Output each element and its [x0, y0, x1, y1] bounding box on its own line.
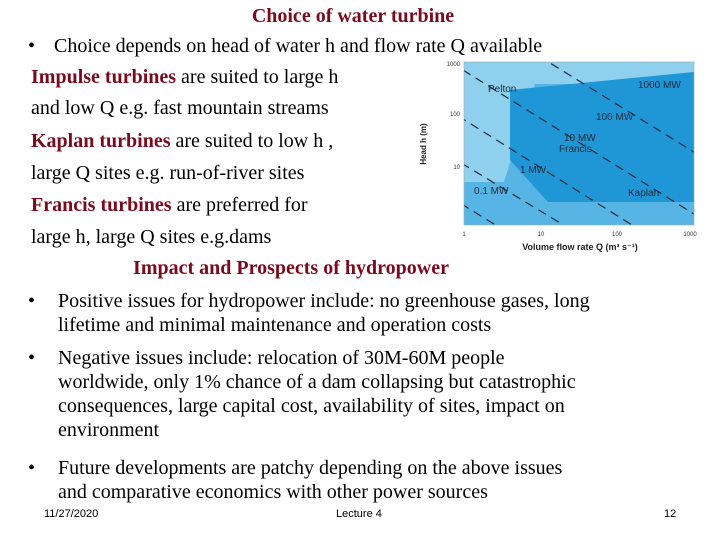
footer-lecture: Lecture 4	[336, 508, 382, 520]
power-line-01mw	[464, 204, 497, 225]
power-line-1mw	[464, 164, 565, 225]
plot-frame	[463, 61, 695, 226]
footer-date: 11/27/2020	[44, 508, 99, 520]
x-tick-10: 10	[538, 232, 545, 238]
bullet-negative-line-4: environment	[58, 419, 160, 441]
x-tick-1: 1	[462, 232, 466, 238]
x-axis-label: Volume flow rate Q (m³ s⁻¹)	[522, 242, 638, 252]
bullet-future-line-1: Future developments are patchy depending…	[58, 457, 563, 479]
footer-page-number: 12	[664, 508, 677, 520]
intro-bullet-text: Choice depends on head of water h and fl…	[54, 35, 543, 57]
y-tick-100: 100	[450, 112, 461, 118]
label-pelton: Pelton	[488, 84, 516, 95]
bullet-positive: • Positive issues for hydropower include…	[28, 289, 708, 336]
bullet-positive-line-2: lifetime and minimal maintenance and ope…	[58, 314, 492, 336]
francis-line-2: large h, large Q sites e.g.dams	[31, 226, 272, 248]
label-francis: Francis	[559, 144, 592, 155]
turbine-selection-chart: Pelton 1000 MW 100 MW 10 MW Francis 1 MW…	[419, 61, 697, 252]
label-100mw: 100 MW	[596, 112, 634, 123]
kaplan-line-2: large Q sites e.g. run-of-river sites	[31, 162, 305, 184]
x-tick-1000: 1000	[683, 232, 697, 238]
power-line-1000mw	[547, 62, 694, 153]
impulse-term: Impulse turbines	[31, 66, 177, 88]
bullet-dot: •	[28, 347, 36, 369]
bullet-negative-line-3: consequences, large capital cost, availa…	[58, 395, 565, 417]
label-01mw: 0.1 MW	[474, 186, 509, 197]
bullet-negative-line-1: Negative issues include: relocation of 3…	[58, 347, 505, 369]
francis-term: Francis turbines	[31, 194, 172, 216]
bullet-positive-line-1: Positive issues for hydropower include: …	[58, 290, 590, 312]
label-1mw: 1 MW	[520, 165, 547, 176]
bullet-future-line-2: and comparative economics with other pow…	[58, 481, 488, 503]
kaplan-rest: are suited to low h ,	[170, 130, 334, 152]
bullet-dot: •	[28, 290, 36, 312]
francis-line-1: Francis turbines are preferred for	[31, 193, 308, 217]
francis-rest: are preferred for	[171, 194, 308, 216]
y-tick-1000: 1000	[447, 62, 461, 68]
francis-region	[510, 72, 694, 202]
impulse-line-1: Impulse turbines are suited to large h	[31, 65, 338, 89]
section-subtitle: Impact and Prospects of hydropower	[133, 257, 449, 279]
bullet-negative: • Negative issues include: relocation of…	[28, 346, 708, 441]
label-1000mw: 1000 MW	[638, 80, 681, 91]
kaplan-term: Kaplan turbines	[31, 130, 171, 152]
bullet-future: • Future developments are patchy dependi…	[28, 456, 708, 503]
slide-title: Choice of water turbine	[251, 5, 455, 27]
label-francis-10mw: 10 MW	[564, 133, 596, 144]
power-line-100mw	[464, 70, 694, 215]
power-lines	[464, 62, 694, 225]
y-axis-label: Head h (m)	[419, 123, 428, 165]
x-tick-100: 100	[612, 232, 623, 238]
impulse-rest: are suited to large h	[176, 66, 339, 88]
kaplan-line-1: Kaplan turbines are suited to low h ,	[31, 129, 333, 153]
bullet-negative-line-2: worldwide, only 1% chance of a dam colla…	[58, 371, 576, 393]
impulse-line-2: and low Q e.g. fast mountain streams	[31, 97, 329, 119]
power-line-10mw	[464, 118, 634, 225]
bullet-dot: •	[28, 457, 36, 479]
label-kaplan: Kaplan	[628, 188, 659, 199]
bullet-dot: •	[28, 35, 36, 57]
y-tick-10: 10	[453, 165, 460, 171]
intro-bullet: • Choice depends on head of water h and …	[28, 34, 542, 58]
